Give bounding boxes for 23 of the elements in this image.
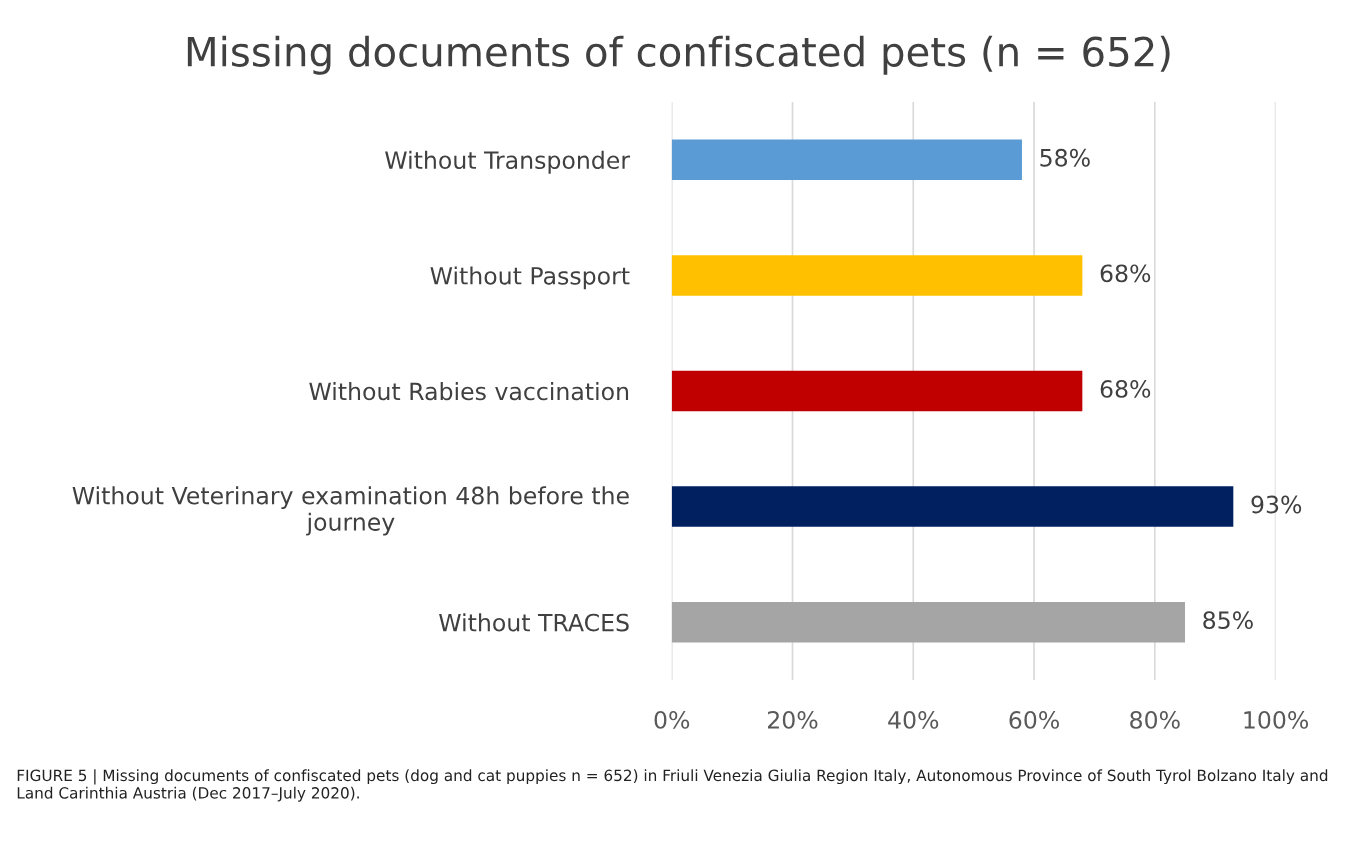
x-tick-label: 40% bbox=[888, 710, 939, 729]
bar bbox=[671, 486, 1234, 527]
bar bbox=[671, 139, 1022, 181]
y-tick-label: Without TRACES bbox=[439, 613, 629, 632]
x-tick-label: 20% bbox=[767, 710, 818, 729]
data-label: 58% bbox=[1040, 148, 1090, 167]
x-tick-label: 60% bbox=[1009, 710, 1059, 729]
bar bbox=[671, 601, 1185, 643]
caption: FIGURE 5 | Missing documents of confiscated pets (dog and cat puppies n = 652) in Friuli Venezia Giulia Region Italy, Autonomous Province of South Tyrol Bolzano Italy and Land Carinthia Austria (Dec 2017–July 2020). bbox=[17, 769, 1328, 802]
data-label: 68% bbox=[1100, 379, 1151, 398]
x-tick-label: 80% bbox=[1130, 710, 1180, 729]
data-label: 93% bbox=[1251, 495, 1302, 514]
y-tick-label: Without Rabies vaccination bbox=[309, 382, 629, 401]
x-tick-label: 100% bbox=[1244, 710, 1309, 729]
bar bbox=[671, 255, 1083, 296]
y-tick-label: Without Transponder bbox=[385, 150, 631, 174]
y-tick-label: Without Passport bbox=[430, 266, 630, 290]
chart-title: Missing documents of confiscated pets (n = 652) bbox=[187, 35, 1170, 75]
data-label: 68% bbox=[1100, 264, 1151, 283]
x-tick-label: 0% bbox=[654, 710, 690, 729]
data-label: 85% bbox=[1203, 611, 1253, 630]
y-tick-label: Without Veterinary examination 48h before the journey bbox=[72, 486, 629, 536]
bar bbox=[671, 370, 1083, 412]
